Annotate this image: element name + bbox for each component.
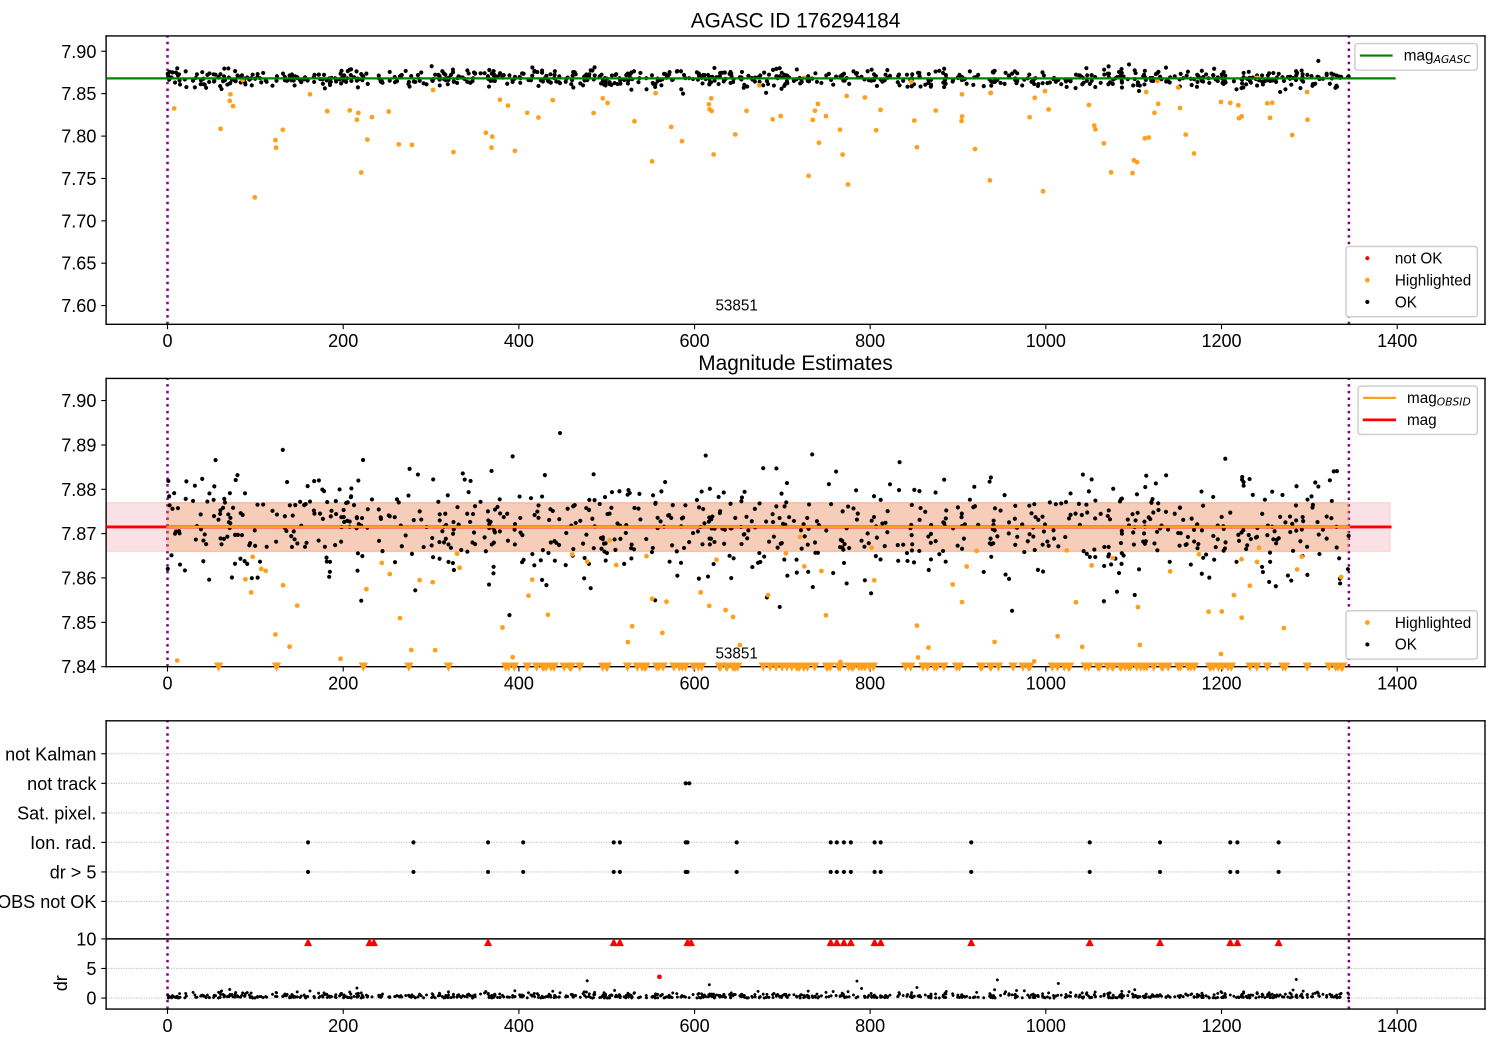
svg-text:Highlighted: Highlighted <box>1395 615 1471 632</box>
svg-text:7.85: 7.85 <box>61 613 96 633</box>
svg-text:7.84: 7.84 <box>61 657 96 677</box>
svg-text:7.80: 7.80 <box>61 127 96 147</box>
svg-text:600: 600 <box>680 673 710 693</box>
svg-text:200: 200 <box>328 1016 358 1036</box>
svg-text:53851: 53851 <box>715 297 757 314</box>
svg-text:mag: mag <box>1407 412 1437 429</box>
svg-text:1000: 1000 <box>1026 331 1066 351</box>
svg-text:400: 400 <box>504 331 534 351</box>
svg-text:1400: 1400 <box>1377 331 1417 351</box>
svg-text:not track: not track <box>27 774 97 794</box>
svg-text:0: 0 <box>162 673 172 693</box>
svg-text:dr > 5: dr > 5 <box>50 862 97 882</box>
svg-text:400: 400 <box>504 673 534 693</box>
svg-text:not OK: not OK <box>1395 251 1443 268</box>
svg-text:1400: 1400 <box>1377 1016 1417 1036</box>
svg-text:600: 600 <box>680 331 710 351</box>
svg-text:800: 800 <box>855 1016 885 1036</box>
svg-text:7.85: 7.85 <box>61 84 96 104</box>
svg-text:7.70: 7.70 <box>61 211 96 231</box>
svg-text:1200: 1200 <box>1201 673 1241 693</box>
svg-text:7.88: 7.88 <box>61 480 96 500</box>
svg-text:OK: OK <box>1395 637 1418 654</box>
svg-text:1000: 1000 <box>1026 673 1066 693</box>
svg-text:7.65: 7.65 <box>61 254 96 274</box>
svg-text:5: 5 <box>86 959 96 979</box>
svg-text:Highlighted: Highlighted <box>1395 272 1471 289</box>
svg-text:not Kalman: not Kalman <box>5 744 96 764</box>
svg-text:800: 800 <box>855 331 885 351</box>
svg-text:10: 10 <box>76 929 96 949</box>
svg-text:1400: 1400 <box>1377 673 1417 693</box>
svg-text:53851: 53851 <box>715 646 757 663</box>
svg-text:7.90: 7.90 <box>61 42 96 62</box>
svg-text:0: 0 <box>162 331 172 351</box>
svg-text:600: 600 <box>680 1016 710 1036</box>
svg-text:1000: 1000 <box>1026 1016 1066 1036</box>
svg-text:0: 0 <box>86 989 96 1009</box>
svg-text:7.90: 7.90 <box>61 391 96 411</box>
svg-text:OBS not OK: OBS not OK <box>0 892 96 912</box>
svg-text:7.60: 7.60 <box>61 296 96 316</box>
svg-text:Ion. rad.: Ion. rad. <box>30 833 96 853</box>
svg-text:AGASC ID 176294184: AGASC ID 176294184 <box>691 10 901 33</box>
svg-text:200: 200 <box>328 331 358 351</box>
svg-text:800: 800 <box>855 673 885 693</box>
svg-text:Magnitude Estimates: Magnitude Estimates <box>698 352 892 375</box>
svg-text:200: 200 <box>328 673 358 693</box>
svg-text:0: 0 <box>162 1016 172 1036</box>
svg-text:1200: 1200 <box>1201 1016 1241 1036</box>
svg-text:Sat. pixel.: Sat. pixel. <box>17 803 96 823</box>
svg-text:7.89: 7.89 <box>61 436 96 456</box>
svg-text:400: 400 <box>504 1016 534 1036</box>
svg-text:7.75: 7.75 <box>61 169 96 189</box>
svg-text:7.87: 7.87 <box>61 524 96 544</box>
svg-text:7.86: 7.86 <box>61 568 96 588</box>
svg-text:dr: dr <box>51 975 71 991</box>
svg-text:OK: OK <box>1395 294 1418 311</box>
svg-text:1200: 1200 <box>1201 331 1241 351</box>
